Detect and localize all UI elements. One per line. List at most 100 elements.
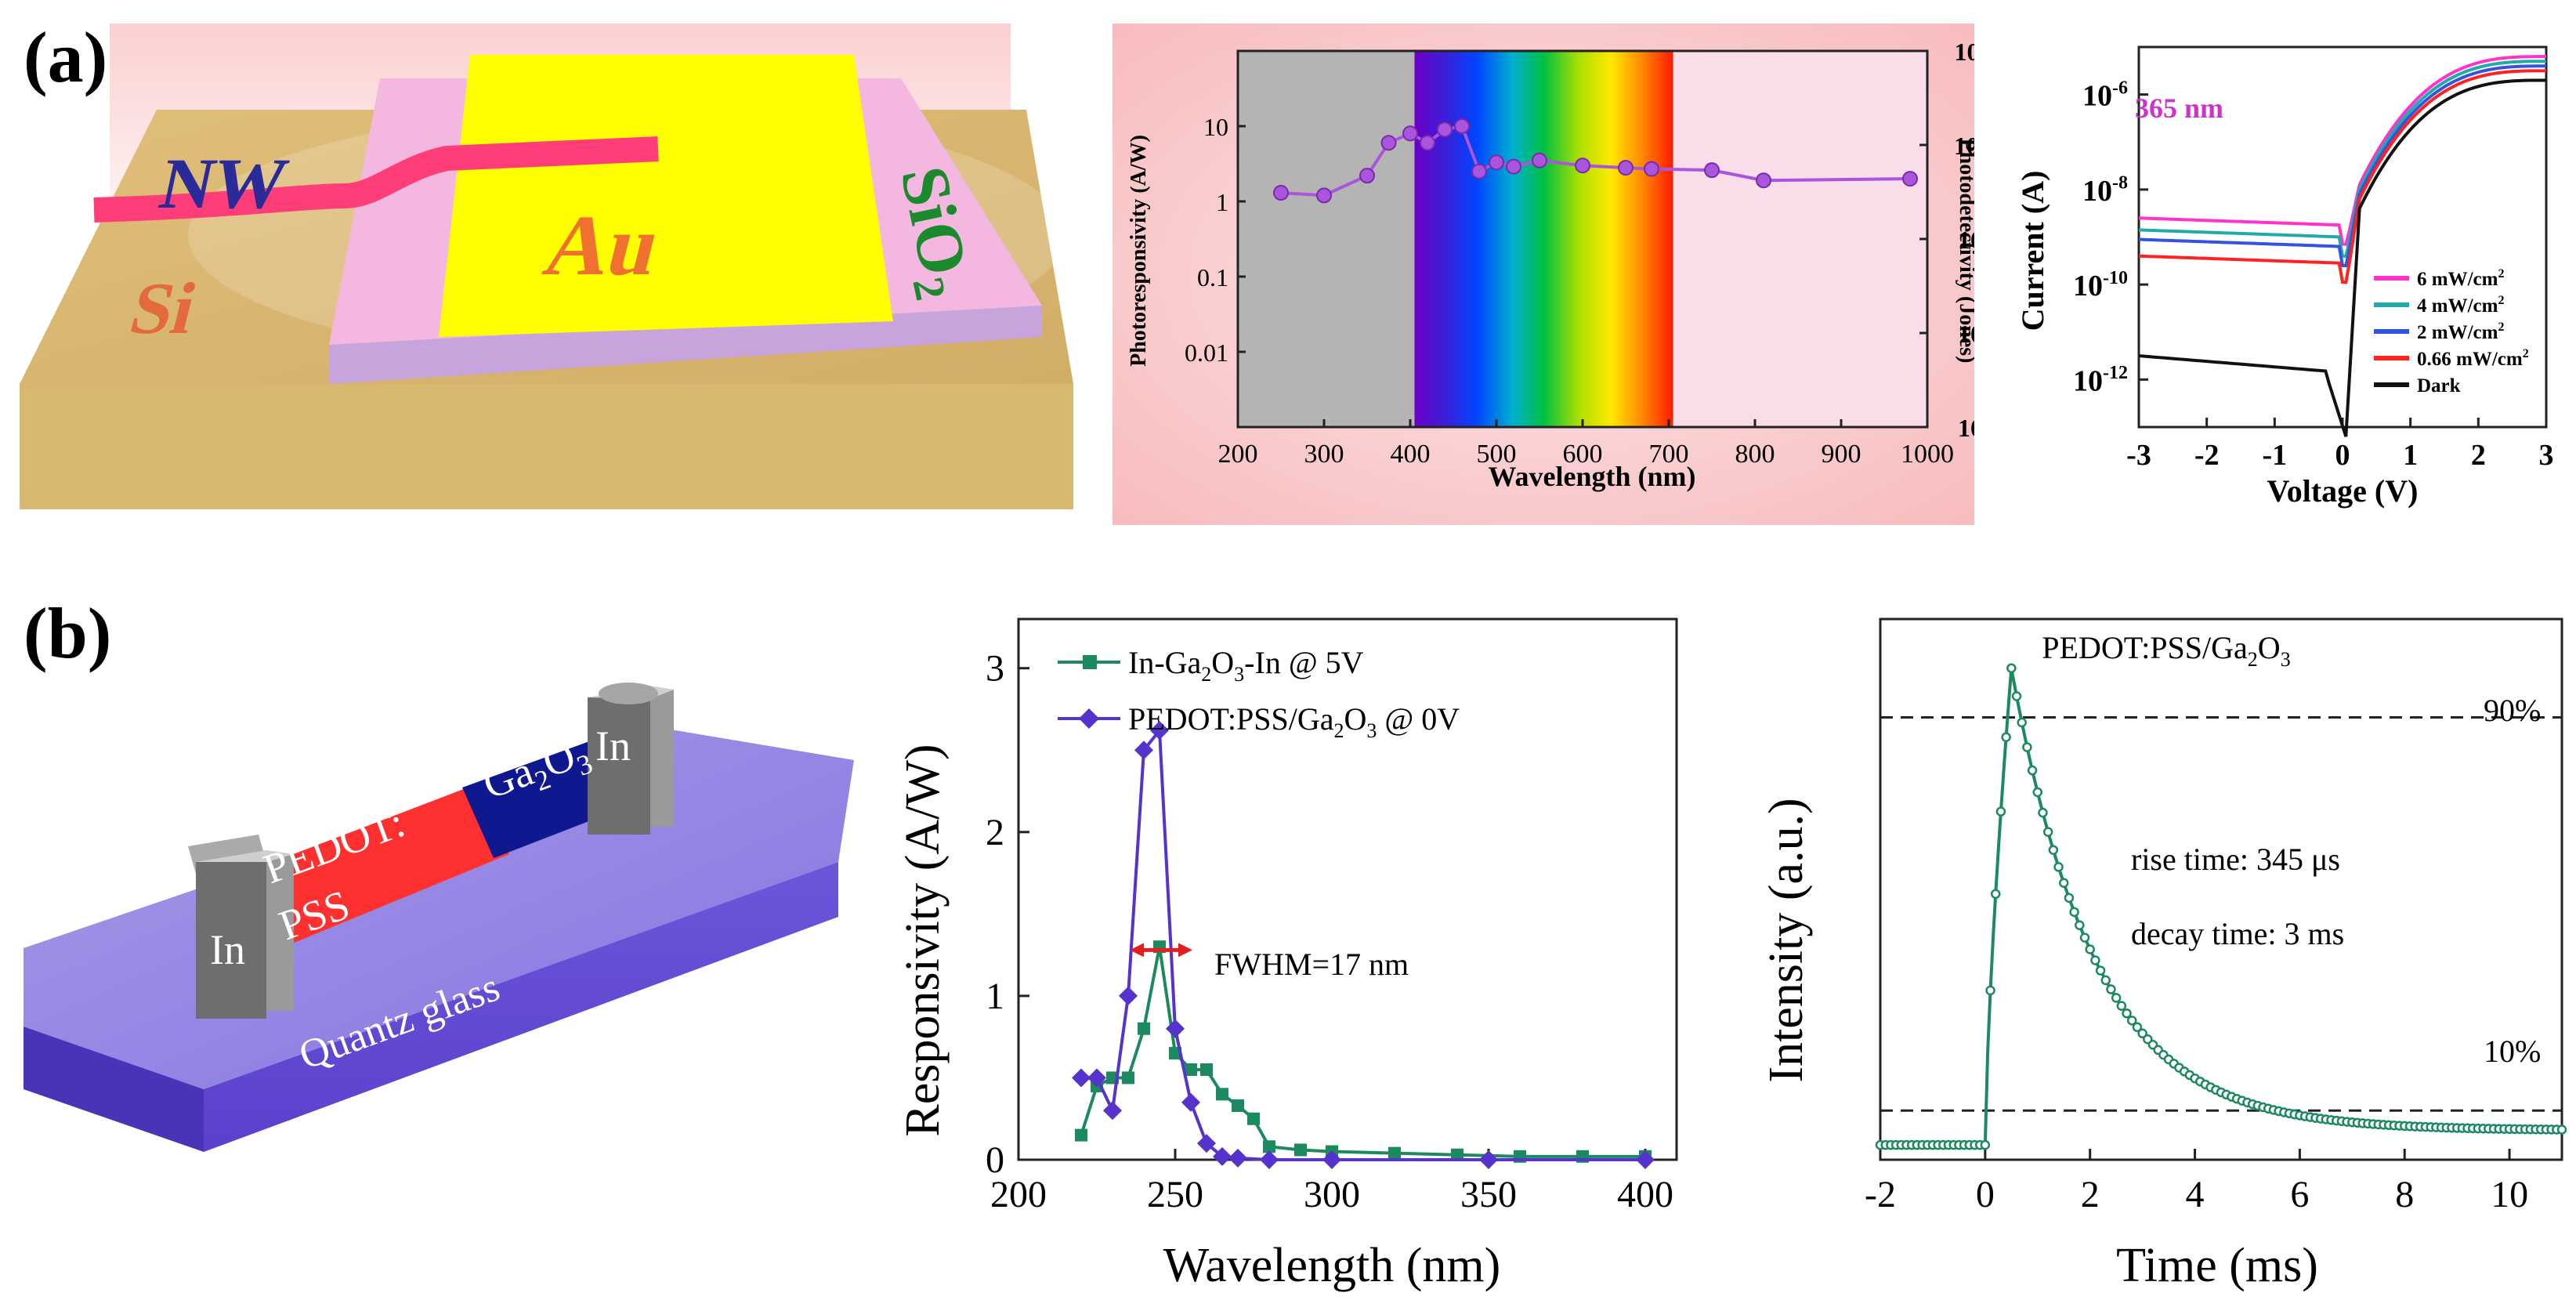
data-point (1103, 1101, 1122, 1121)
data-point (2038, 807, 2048, 818)
data-point (2069, 907, 2079, 918)
x-tick-label: 800 (1735, 440, 1775, 469)
data-point (2058, 878, 2069, 889)
data-point (1150, 721, 1169, 741)
y-tick-label: 10-6 (2082, 78, 2128, 112)
data-point (1575, 158, 1590, 174)
data-point (1181, 1092, 1200, 1112)
b2-high-label: 90% (2484, 693, 2541, 728)
x-tick-label: 300 (1304, 440, 1344, 469)
data-point (1273, 185, 1289, 201)
data-point (1902, 171, 1918, 187)
legend-label: PEDOT:PSS/Ga2O3 @ 0V (1128, 701, 1460, 742)
x-tick-label: 400 (1391, 440, 1431, 469)
nw-label: NW (154, 144, 295, 224)
plot-frame (1879, 617, 2563, 1161)
responsivity-chart: 200 250 300 350 400 0 1 2 3 In-Ga2O3-In @ 5V PEDOT… (896, 617, 1678, 1292)
y-tick-label: 2 (986, 812, 1004, 853)
y2-tick-label: 107 (1958, 413, 1974, 442)
data-point (2022, 742, 2032, 752)
data-point (1454, 118, 1470, 134)
data-point (1166, 1019, 1185, 1038)
b1-xlabel: Wavelength (nm) (1163, 1239, 1501, 1292)
panel-label-b: (b) (24, 593, 112, 673)
x-tick-label: -2 (1865, 1174, 1896, 1215)
photoresponsivity-chart: 200 300 400 500 600 700 800 900 1000 10 1 0.1 0.01 10… (1113, 24, 1974, 525)
data-point (1134, 741, 1153, 760)
data-point (2027, 765, 2038, 776)
iv-curve (2138, 55, 2547, 246)
x-tick-label: 1 (2403, 439, 2418, 472)
data-point (1260, 1150, 1279, 1169)
data-point (1138, 1022, 1150, 1035)
si-substrate-side (20, 384, 1073, 509)
b2-rise-text: rise time: 345 μs (2131, 842, 2340, 877)
x-tick-label: 2 (2471, 439, 2486, 472)
data-point (1380, 135, 1397, 151)
data-point (2032, 787, 2043, 798)
b2-low-label: 10% (2484, 1034, 2541, 1069)
ir-region (1673, 51, 1927, 427)
data-point (1263, 1140, 1275, 1153)
data-point (2006, 663, 2017, 673)
x-tick-label: 1000 (1901, 440, 1954, 469)
data-point (1122, 1071, 1134, 1085)
transient-response-chart: -2 0 2 4 6 8 10 PEDOT:PSS/Ga2O3 90% 10% rise t… (1760, 617, 2567, 1292)
data-point (1756, 172, 1771, 189)
a2-xlabel: Voltage (V) (2267, 473, 2419, 509)
iv-curve (2138, 60, 2547, 258)
data-point (1618, 160, 1634, 176)
data-point (1995, 806, 2006, 817)
x-tick-label: 600 (1563, 440, 1603, 469)
data-point (2095, 965, 2106, 976)
data-point (2100, 975, 2111, 986)
data-point (2042, 827, 2053, 837)
b2-ylabel: Intensity (a.u.) (1760, 798, 1813, 1082)
data-point (2048, 845, 2059, 855)
b2-xlabel: Time (ms) (2116, 1239, 2318, 1292)
y-tick-label: 1 (986, 976, 1004, 1017)
data-point (2556, 1124, 2567, 1135)
b1-ylabel: Responsivity (A/W) (896, 744, 950, 1136)
x-tick-label: 4 (2186, 1174, 2205, 1215)
series-line (1080, 946, 1645, 1158)
data-point (2116, 1001, 2127, 1011)
x-tick-label: 0 (2335, 439, 2350, 472)
pedot-ga2o3-device-schematic: In In PEDOT: PSS Ga2O3 Quantz glass (24, 683, 854, 1152)
data-point (2137, 1028, 2147, 1039)
in-label-left: In (210, 926, 245, 973)
a1-xlabel: Wavelength (nm) (1489, 461, 1696, 492)
data-point (2079, 932, 2090, 943)
x-tick-label: 6 (2290, 1174, 2309, 1215)
data-point (1990, 889, 2001, 900)
data-point (1479, 1150, 1498, 1169)
data-point (1072, 1068, 1091, 1088)
data-point (2001, 732, 2011, 742)
x-tick-label: 200 (990, 1174, 1047, 1215)
nanowire-device-schematic: NW Au Si SiO2 (20, 24, 1073, 509)
legend-marker (1079, 708, 1099, 729)
data-point (1197, 1134, 1216, 1153)
legend-label: 4 mW/cm2 (2417, 294, 2504, 317)
b1-annotation: FWHM=17 nm (1214, 947, 1409, 982)
x-tick-label: 0 (1976, 1174, 1995, 1215)
data-point (1359, 168, 1375, 184)
a2-ylabel: Current (A) (2015, 171, 2050, 331)
data-point (1087, 1068, 1106, 1088)
x-tick-label: -1 (2263, 439, 2288, 472)
data-point (1213, 1146, 1232, 1166)
data-point (1185, 1063, 1197, 1076)
y-tick-label: 10 (1203, 113, 1228, 141)
y-tick-label: 3 (986, 648, 1004, 690)
uv-region (1238, 51, 1415, 427)
data-point (2075, 920, 2085, 930)
x-tick-label: 900 (1822, 440, 1861, 469)
y-tick-label: 0.01 (1185, 339, 1228, 367)
data-point (1471, 163, 1487, 179)
data-point (1980, 1139, 1991, 1150)
data-point (1075, 1128, 1087, 1142)
data-point (2017, 717, 2027, 728)
iv-curve (2138, 78, 2547, 437)
a2-annotation: 365 nm (2135, 92, 2223, 124)
